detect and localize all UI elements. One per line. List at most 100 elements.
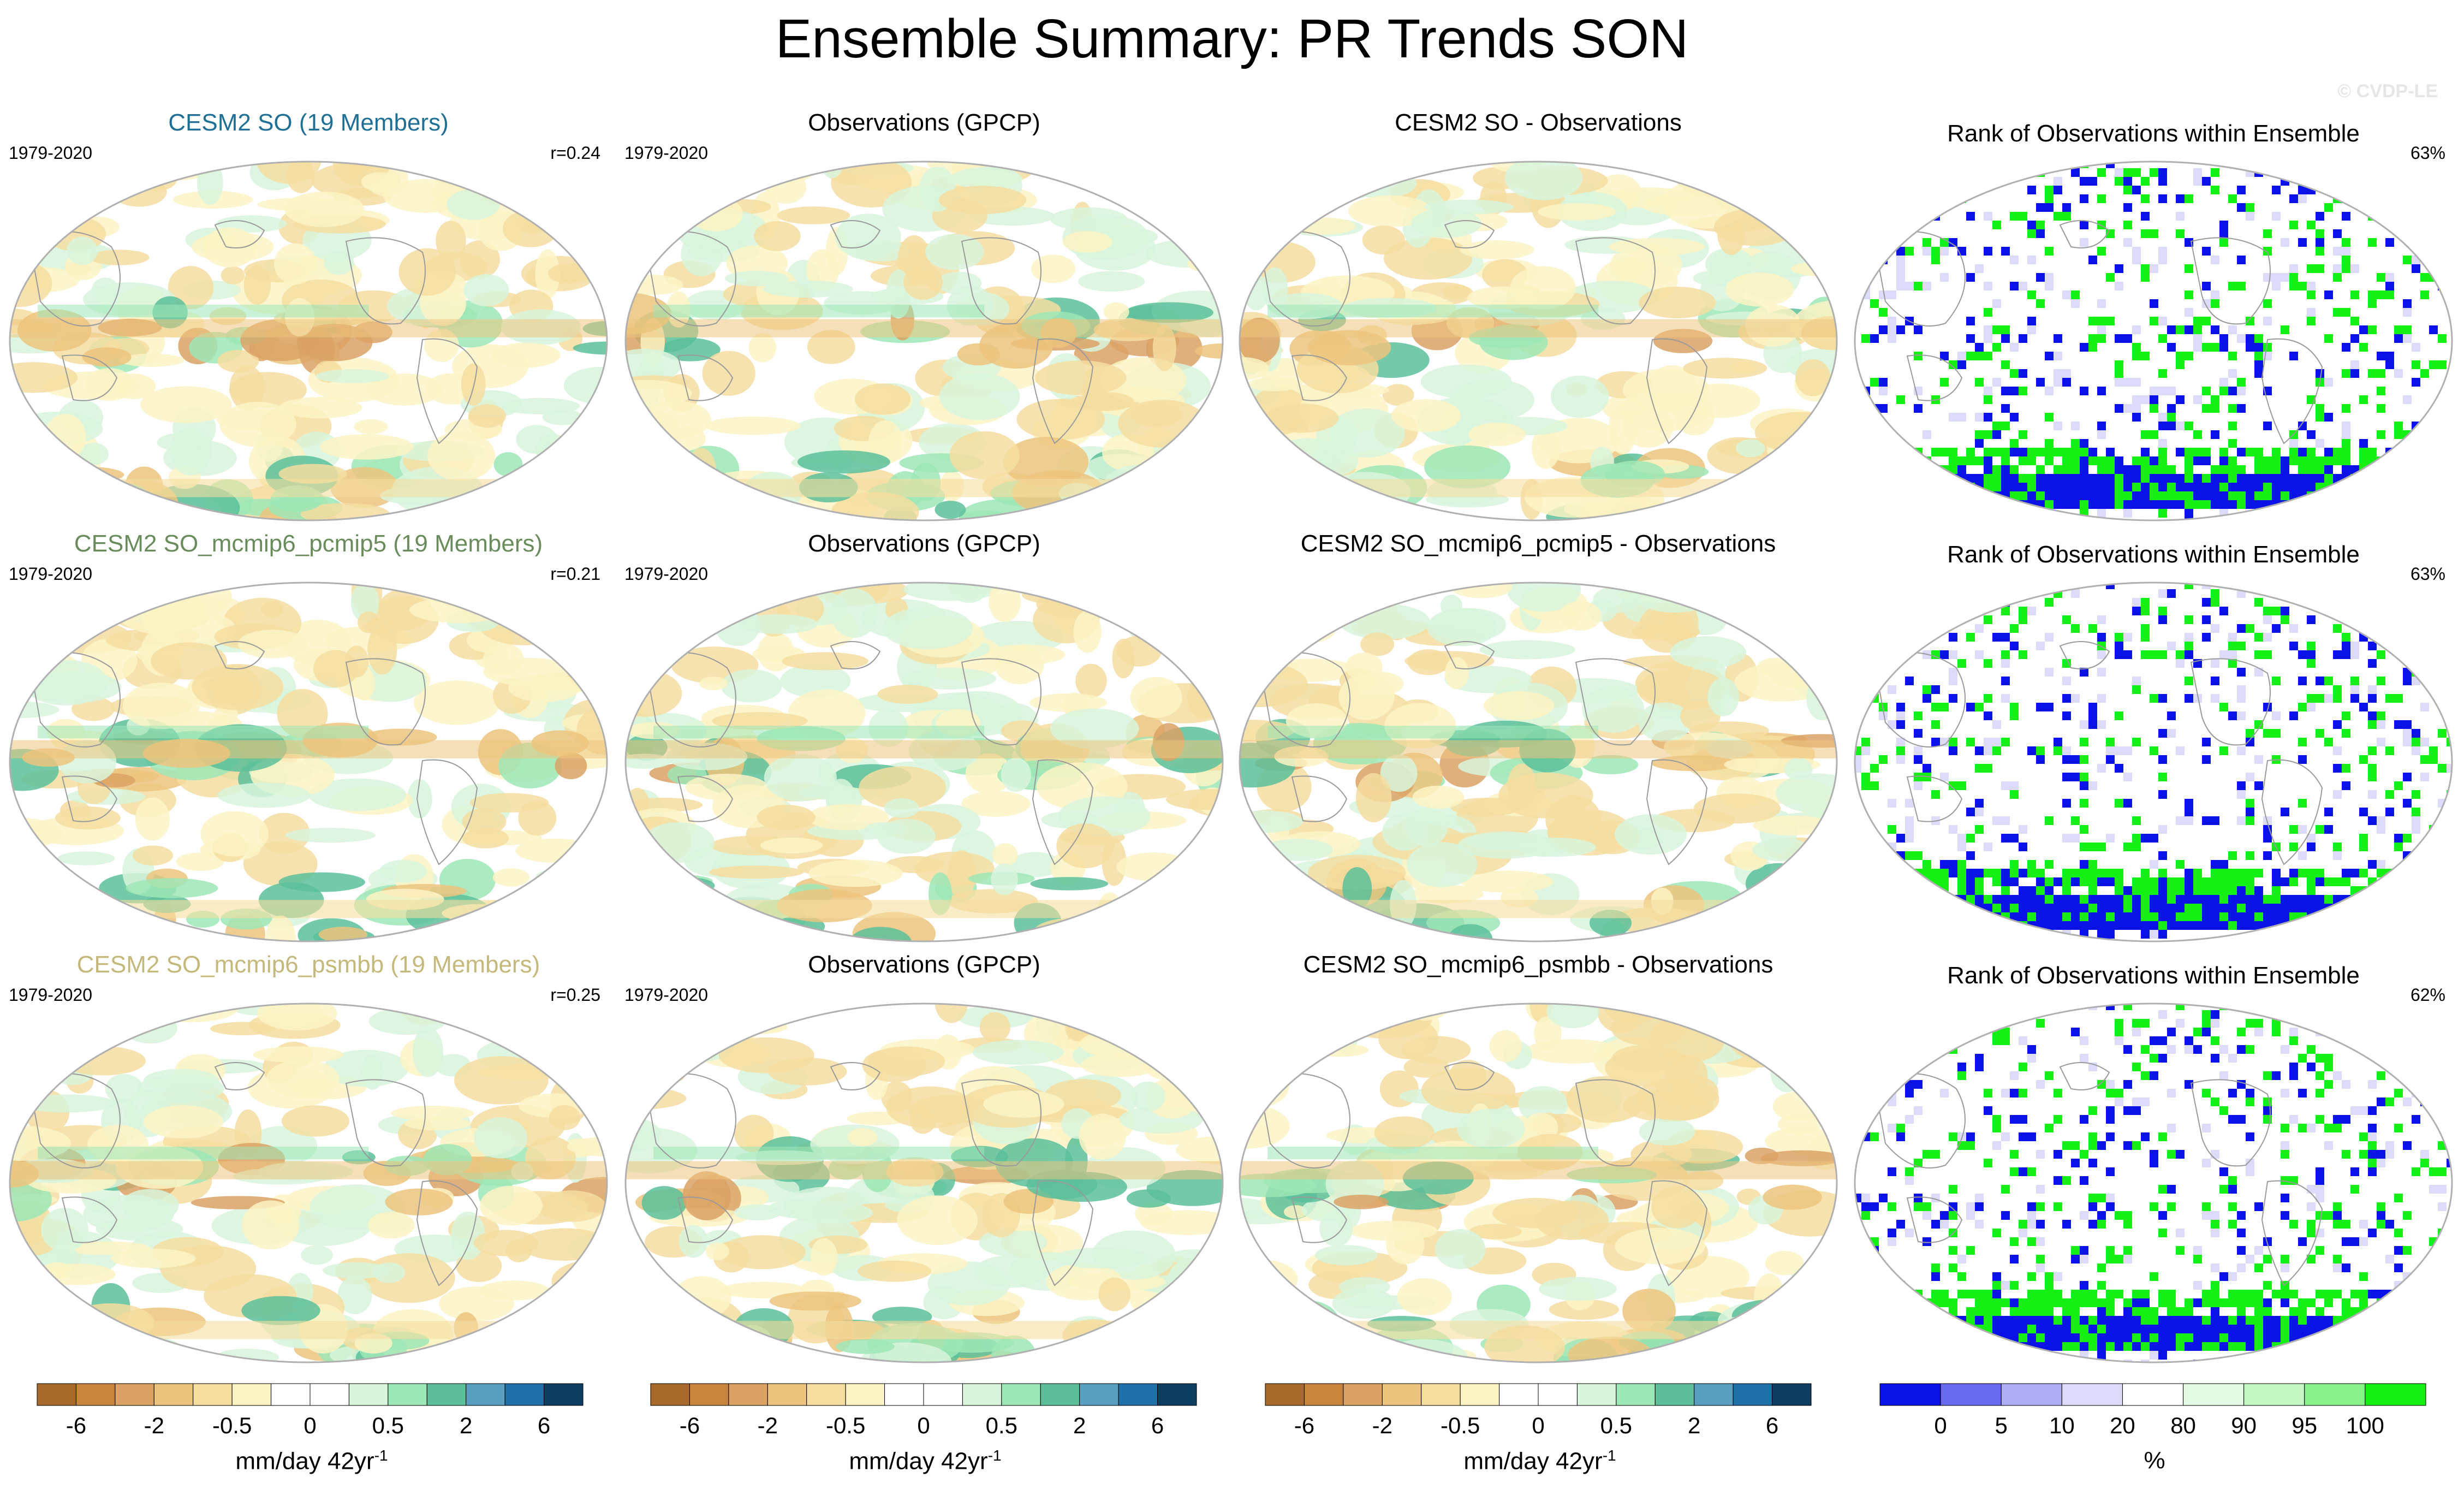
- rank-cell: [2403, 1211, 2412, 1220]
- trend-blob: [679, 1225, 708, 1258]
- rank-cell: [2281, 325, 2289, 334]
- rank-cell: [2228, 325, 2237, 334]
- rank-cell: [2246, 912, 2254, 921]
- rank-cell: [2097, 668, 2106, 677]
- rank-cell: [1855, 1342, 1861, 1351]
- rank-cell: [2001, 483, 2010, 491]
- rank-cell: [2027, 895, 2036, 904]
- rank-cell: [1896, 264, 1905, 273]
- rank-cell: [2377, 1342, 2385, 1351]
- trend-blob: [1593, 586, 1640, 613]
- rank-cell: [2307, 1124, 2316, 1132]
- trend-blob: [140, 386, 232, 423]
- rank-cell: [2158, 851, 2167, 860]
- rank-cell: [2359, 456, 2368, 465]
- rank-cell: [1888, 1080, 1896, 1089]
- rank-cell: [2412, 886, 2420, 895]
- rank-cell: [2272, 186, 2281, 194]
- rank-cell: [2176, 921, 2185, 930]
- rank-cell: [2333, 1290, 2342, 1298]
- trend-blob: [379, 859, 427, 883]
- trend-blob: [1614, 814, 1687, 855]
- rank-cell: [1914, 168, 1923, 177]
- rank-cell: [2333, 491, 2342, 500]
- rank-cell: [2368, 1316, 2377, 1325]
- rank-cell: [2185, 904, 2193, 912]
- rank-cell: [2420, 851, 2429, 860]
- trend-blob: [284, 191, 365, 227]
- rank-cell: [2237, 685, 2246, 694]
- rank-cell: [2420, 598, 2429, 607]
- rank-cell: [2385, 500, 2394, 509]
- rank-cell: [2193, 1342, 2202, 1351]
- rank-cell: [2429, 1342, 2438, 1351]
- rank-cell: [2333, 912, 2342, 921]
- rank-cell: [1870, 456, 1879, 465]
- rank-cell: [1870, 781, 1879, 790]
- rank-cell: [2071, 1298, 2080, 1307]
- rank-cell: [2080, 387, 2088, 395]
- trend-blob: [645, 915, 698, 941]
- rank-cell: [1984, 912, 1992, 921]
- rank-cell: [2412, 483, 2420, 491]
- rank-cell: [2019, 483, 2027, 491]
- rank-cell: [2403, 799, 2412, 808]
- rank-cell: [2385, 895, 2394, 904]
- trend-blob: [687, 583, 724, 589]
- trend-blob: [877, 685, 938, 704]
- rank-cell: [2385, 1316, 2394, 1325]
- rank-cell: [2333, 921, 2342, 930]
- rank-cell: [1855, 1290, 1861, 1298]
- rank-cell: [2010, 439, 2019, 448]
- rank-cell: [2412, 1333, 2420, 1342]
- rank-cell: [1888, 290, 1896, 299]
- rank-cell: [2272, 1325, 2281, 1333]
- rank-cell: [1905, 825, 1914, 834]
- trend-blob: [525, 592, 556, 619]
- rank-cell: [2193, 343, 2202, 352]
- rank-cell: [2193, 474, 2202, 483]
- rank-cell: [2132, 456, 2141, 465]
- rank-cell: [2219, 1333, 2228, 1342]
- rank-cell: [1888, 877, 1896, 886]
- rank-cell: [2193, 1028, 2202, 1036]
- rank-cell: [1992, 299, 2001, 308]
- rank-cell: [2228, 404, 2237, 413]
- rank-cell: [2106, 1290, 2115, 1298]
- rank-cell: [2298, 500, 2307, 509]
- rank-cell: [2001, 247, 2010, 256]
- rank-cell: [2447, 1333, 2452, 1342]
- rank-cell: [2132, 413, 2141, 422]
- rank-cell: [1905, 1307, 1914, 1316]
- rank-cell: [2298, 904, 2307, 912]
- trend-blob: [1105, 586, 1145, 613]
- rank-cell: [1949, 738, 1957, 746]
- trend-blob: [555, 864, 596, 912]
- trend-blob: [935, 500, 966, 519]
- rank-cell: [2394, 904, 2403, 912]
- rank-cell: [2141, 1132, 2150, 1141]
- rank-cell: [2429, 1106, 2438, 1115]
- rank-cell: [1896, 746, 1905, 755]
- rank-cell: [2342, 729, 2350, 738]
- rank-cell: [2447, 1272, 2452, 1281]
- rank-cell: [2219, 895, 2228, 904]
- rank-cell: [2307, 877, 2316, 886]
- rank-cell: [2289, 825, 2298, 834]
- trend-blob: [1424, 446, 1511, 489]
- rank-cell: [2001, 886, 2010, 895]
- rank-cell: [2080, 238, 2088, 247]
- rank-cell: [2088, 781, 2097, 790]
- rank-cell: [2246, 448, 2254, 456]
- trend-map: [9, 1002, 608, 1363]
- rank-cell: [1940, 1342, 1949, 1351]
- trend-blob: [354, 419, 388, 435]
- rank-cell: [2167, 912, 2176, 921]
- rank-cell: [2123, 1141, 2132, 1150]
- trend-blob: [1430, 608, 1507, 642]
- rank-cell: [2412, 1167, 2420, 1176]
- rank-cell: [2333, 1115, 2342, 1124]
- rank-cell: [2062, 921, 2071, 930]
- trend-blob: [1457, 1108, 1525, 1149]
- rank-cell: [2324, 500, 2333, 509]
